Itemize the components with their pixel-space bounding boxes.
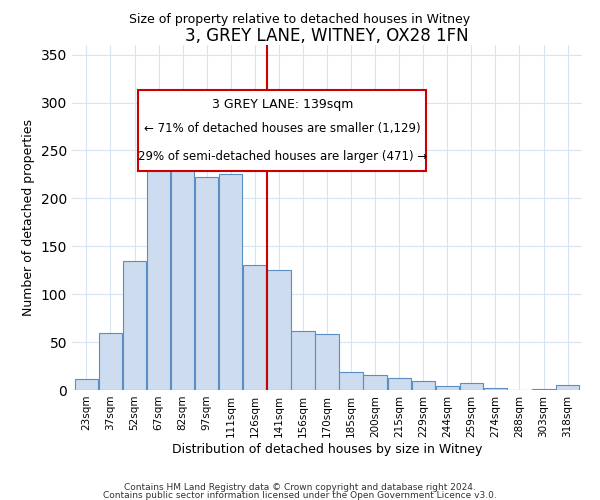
Text: Size of property relative to detached houses in Witney: Size of property relative to detached ho… [130,14,470,26]
Bar [147,124,170,390]
Bar [171,155,194,390]
Bar [99,332,122,390]
Bar [412,382,435,390]
Bar [316,334,338,390]
FancyBboxPatch shape [139,90,427,171]
Bar [556,385,579,390]
Text: ← 71% of detached houses are smaller (1,129): ← 71% of detached houses are smaller (1,… [144,122,421,136]
Bar [388,378,411,390]
Text: 29% of semi-detached houses are larger (471) →: 29% of semi-detached houses are larger (… [138,150,427,163]
Bar [267,270,290,390]
Bar [340,372,363,390]
Bar [532,389,555,390]
Text: Contains public sector information licensed under the Open Government Licence v3: Contains public sector information licen… [103,492,497,500]
Bar [195,178,218,390]
Bar [123,260,146,390]
Bar [75,380,98,390]
Bar [291,330,314,390]
Y-axis label: Number of detached properties: Number of detached properties [22,119,35,316]
Text: 3 GREY LANE: 139sqm: 3 GREY LANE: 139sqm [212,98,353,111]
Bar [484,388,507,390]
Bar [460,384,483,390]
Title: 3, GREY LANE, WITNEY, OX28 1FN: 3, GREY LANE, WITNEY, OX28 1FN [185,27,469,45]
Bar [364,374,387,390]
Bar [219,174,242,390]
X-axis label: Distribution of detached houses by size in Witney: Distribution of detached houses by size … [172,442,482,456]
Text: Contains HM Land Registry data © Crown copyright and database right 2024.: Contains HM Land Registry data © Crown c… [124,483,476,492]
Bar [436,386,459,390]
Bar [243,266,266,390]
